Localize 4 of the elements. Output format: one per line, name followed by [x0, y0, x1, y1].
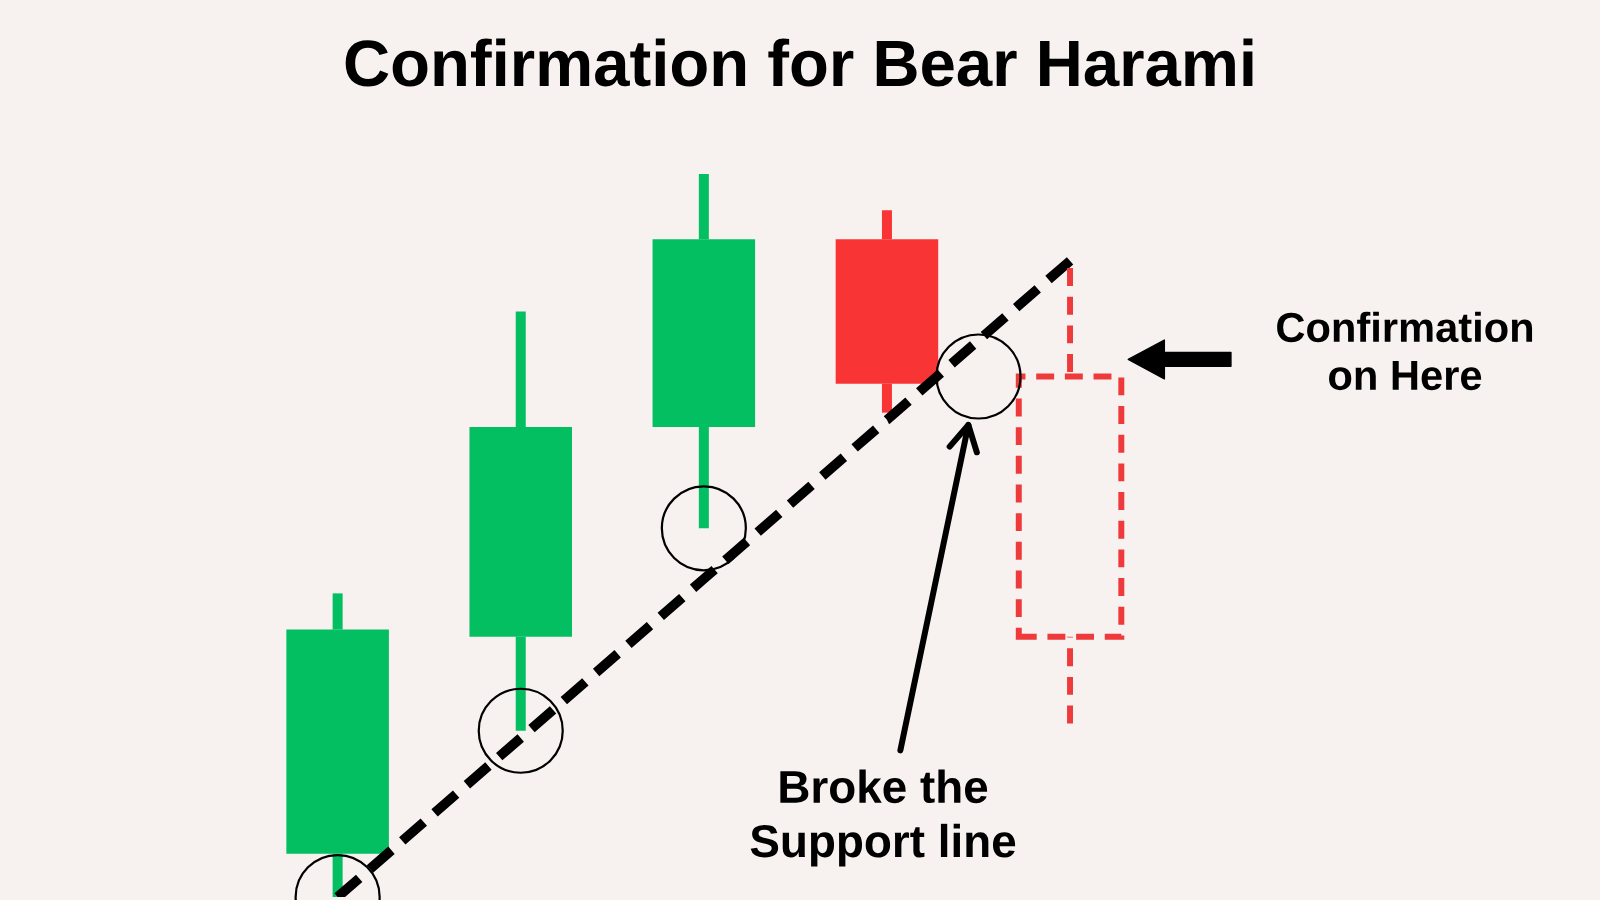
- text: Confirmation on Here: [1277, 311, 1533, 391]
- candlestick: [835, 210, 939, 413]
- annotation: Broke the Support line: [750, 769, 1016, 867]
- chart-title: Confirmation for Bear Harami: [345, 38, 1253, 87]
